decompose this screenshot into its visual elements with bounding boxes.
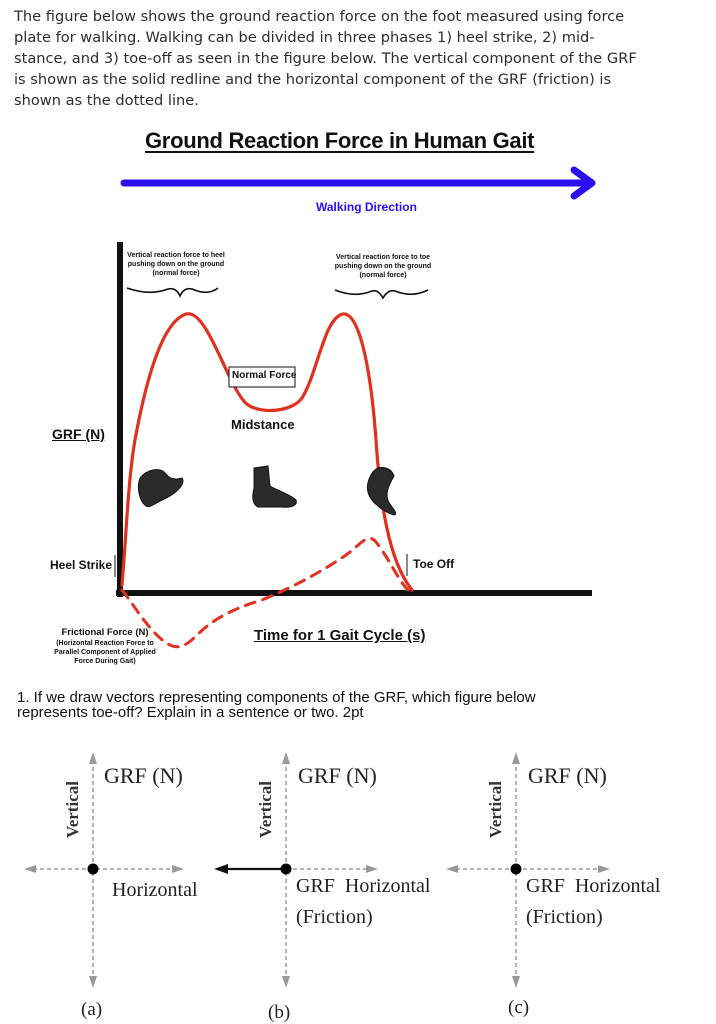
intro-line: shown as the dotted line. bbox=[14, 92, 199, 109]
toe-annotation: Vertical reaction force to toe pushing d… bbox=[326, 253, 440, 280]
toe-annotation-line: pushing down on the ground bbox=[334, 263, 432, 270]
walking-direction-arrow bbox=[120, 166, 596, 200]
figure-title: Ground Reaction Force in Human Gait bbox=[145, 128, 535, 153]
intro-line: stance, and 3) toe-off as seen in the fi… bbox=[14, 50, 637, 67]
question-text: 1. If we draw vectors representing compo… bbox=[17, 690, 697, 720]
frictional-line: Parallel Component of Applied bbox=[54, 649, 156, 656]
option-b-diagram bbox=[214, 752, 378, 988]
option-c-grf-label: GRF (N) bbox=[528, 763, 607, 788]
time-axis-label: Time for 1 Gait Cycle (s) bbox=[254, 627, 426, 644]
vertical-grf-curve bbox=[120, 312, 414, 592]
heel-strike-foot-icon bbox=[137, 469, 184, 507]
question-line: 1. If we draw vectors representing compo… bbox=[17, 689, 536, 706]
frictional-title: Frictional Force (N) bbox=[61, 627, 149, 638]
intro-line: The figure below shows the ground reacti… bbox=[14, 8, 625, 25]
frictional-line: (Horizontal Reaction Force to bbox=[56, 640, 154, 647]
heel-brace bbox=[126, 287, 219, 298]
toe-off-label: Toe Off bbox=[413, 557, 455, 571]
intro-line: is shown as the solid redline and the ho… bbox=[14, 71, 612, 88]
option-b-grf-label: GRF (N) bbox=[298, 763, 377, 788]
frictional-line: Force During Gait) bbox=[74, 658, 136, 665]
option-c-friction-label: (Friction) bbox=[526, 906, 603, 928]
toe-off-box bbox=[406, 554, 454, 576]
option-c-horizontal-label: GRF Horizontal bbox=[526, 875, 661, 897]
option-b-vertical-label: Vertical bbox=[256, 781, 275, 838]
frictional-annotation: Frictional Force (N) (Horizontal Reactio… bbox=[46, 627, 164, 666]
option-a-diagram bbox=[24, 752, 184, 988]
intro-paragraph: The figure below shows the ground reacti… bbox=[14, 6, 704, 111]
toe-annotation-line: (normal force) bbox=[359, 272, 407, 279]
grf-axis-label: GRF (N) bbox=[52, 426, 105, 442]
heel-annotation-line: (normal force) bbox=[152, 270, 200, 277]
option-a-caption: (a) bbox=[81, 999, 103, 1020]
walking-direction-label: Walking Direction bbox=[316, 200, 417, 214]
heel-strike-box bbox=[48, 555, 116, 577]
heel-annotation: Vertical reaction force to heel pushing … bbox=[120, 251, 232, 278]
toe-annotation-line: Vertical reaction force to toe bbox=[335, 254, 431, 261]
option-c-vertical-label: Vertical bbox=[486, 781, 505, 838]
normal-force-label: Normal Force bbox=[232, 370, 297, 381]
heel-annotation-line: pushing down on the ground bbox=[127, 261, 225, 268]
toe-brace bbox=[334, 289, 429, 300]
midstance-foot-icon bbox=[252, 465, 297, 508]
normal-force-box bbox=[228, 366, 296, 388]
question-line: represents toe-off? Explain in a sentenc… bbox=[17, 704, 364, 721]
heel-strike-label: Heel Strike bbox=[50, 558, 113, 572]
heel-annotation-line: Vertical reaction force to heel bbox=[127, 252, 225, 259]
toe-off-foot-icon bbox=[367, 467, 397, 516]
option-a-grf-label: GRF (N) bbox=[104, 763, 183, 788]
option-a-vertical-label: Vertical bbox=[63, 781, 82, 838]
horizontal-grf-curve bbox=[120, 536, 410, 649]
midstance-label: Midstance bbox=[231, 417, 295, 432]
option-c-diagram bbox=[446, 752, 610, 988]
intro-line: plate for walking. Walking can be divide… bbox=[14, 29, 595, 46]
option-c-caption: (c) bbox=[508, 997, 530, 1018]
option-a-horizontal-label: Horizontal bbox=[112, 879, 198, 901]
option-b-horizontal-label: GRF Horizontal bbox=[296, 875, 431, 897]
option-b-friction-label: (Friction) bbox=[296, 906, 373, 928]
option-b-caption: (b) bbox=[268, 1002, 291, 1023]
